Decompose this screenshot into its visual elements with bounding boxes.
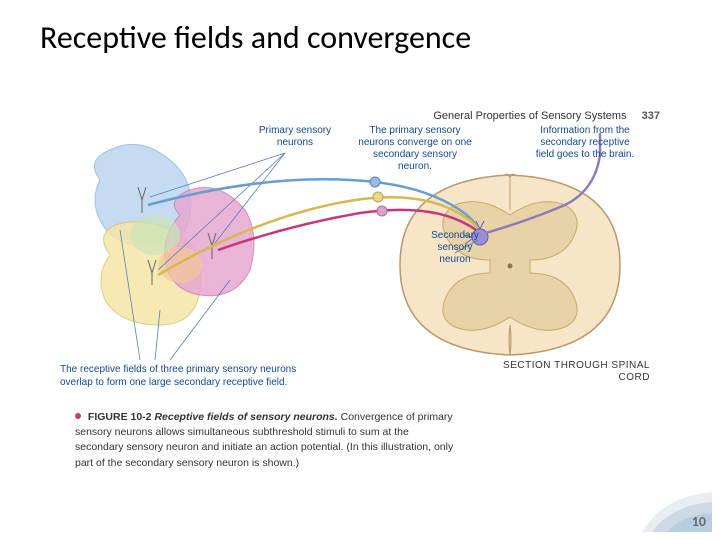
header-text: General Properties of Sensory Systems — [433, 110, 626, 122]
caption-bullet-icon — [75, 413, 81, 419]
figure-title: Receptive fields of sensory neurons. — [154, 411, 337, 423]
label-primary-neurons: Primary sensoryneurons — [250, 125, 340, 149]
diagram-area: Primary sensoryneurons The primary senso… — [60, 125, 660, 395]
label-secondary-neuron: Secondarysensoryneuron — [420, 230, 490, 266]
receptive-fields-group — [94, 144, 254, 325]
slide-title: Receptive fields and convergence — [40, 18, 471, 57]
figure-number: FIGURE 10-2 — [88, 411, 152, 423]
figure-caption: FIGURE 10-2 Receptive fields of sensory … — [75, 410, 455, 471]
label-brain-pathway: Information from the secondary receptive… — [530, 125, 640, 161]
textbook-header: General Properties of Sensory Systems 33… — [433, 110, 660, 122]
label-convergence: The primary sensory neurons converge on … — [355, 125, 475, 173]
header-page-num: 337 — [642, 110, 660, 122]
label-spinal-section: SECTION THROUGH SPINAL CORD — [480, 360, 650, 384]
slide-number: 10 — [692, 513, 706, 530]
label-receptive-overlap: The receptive fields of three primary se… — [60, 363, 320, 389]
